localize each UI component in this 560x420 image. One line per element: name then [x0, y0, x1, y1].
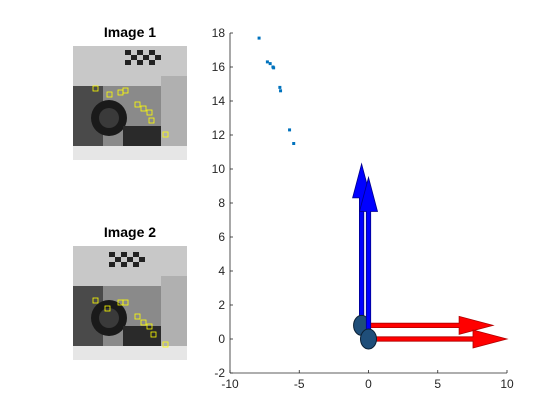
y-tick-label: 4 [218, 264, 225, 278]
camera-axis-arrow-red [369, 330, 508, 348]
data-point [272, 66, 275, 69]
y-tick-label: 18 [212, 26, 226, 40]
data-point [266, 60, 269, 63]
y-tick-label: 2 [218, 298, 225, 312]
y-tick-label: 6 [218, 230, 225, 244]
data-point [258, 37, 261, 40]
y-tick-label: 0 [218, 332, 225, 346]
data-point [292, 142, 295, 145]
camera-marker [361, 329, 377, 349]
y-tick-label: 12 [212, 128, 226, 142]
data-point [288, 128, 291, 131]
x-tick-label: 0 [365, 377, 372, 391]
y-tick-label: 10 [212, 162, 226, 176]
y-tick-label: 8 [218, 196, 225, 210]
data-point [278, 86, 281, 89]
x-tick-label: 5 [434, 377, 441, 391]
y-tick-label: 16 [212, 60, 226, 74]
data-point [279, 89, 282, 92]
y-tick-label: -2 [214, 366, 225, 380]
x-tick-label: -5 [294, 377, 305, 391]
points [258, 37, 296, 145]
data-point [269, 62, 272, 65]
cameras [353, 164, 507, 349]
y-tick-label: 14 [212, 94, 226, 108]
x-tick-label: 10 [500, 377, 514, 391]
